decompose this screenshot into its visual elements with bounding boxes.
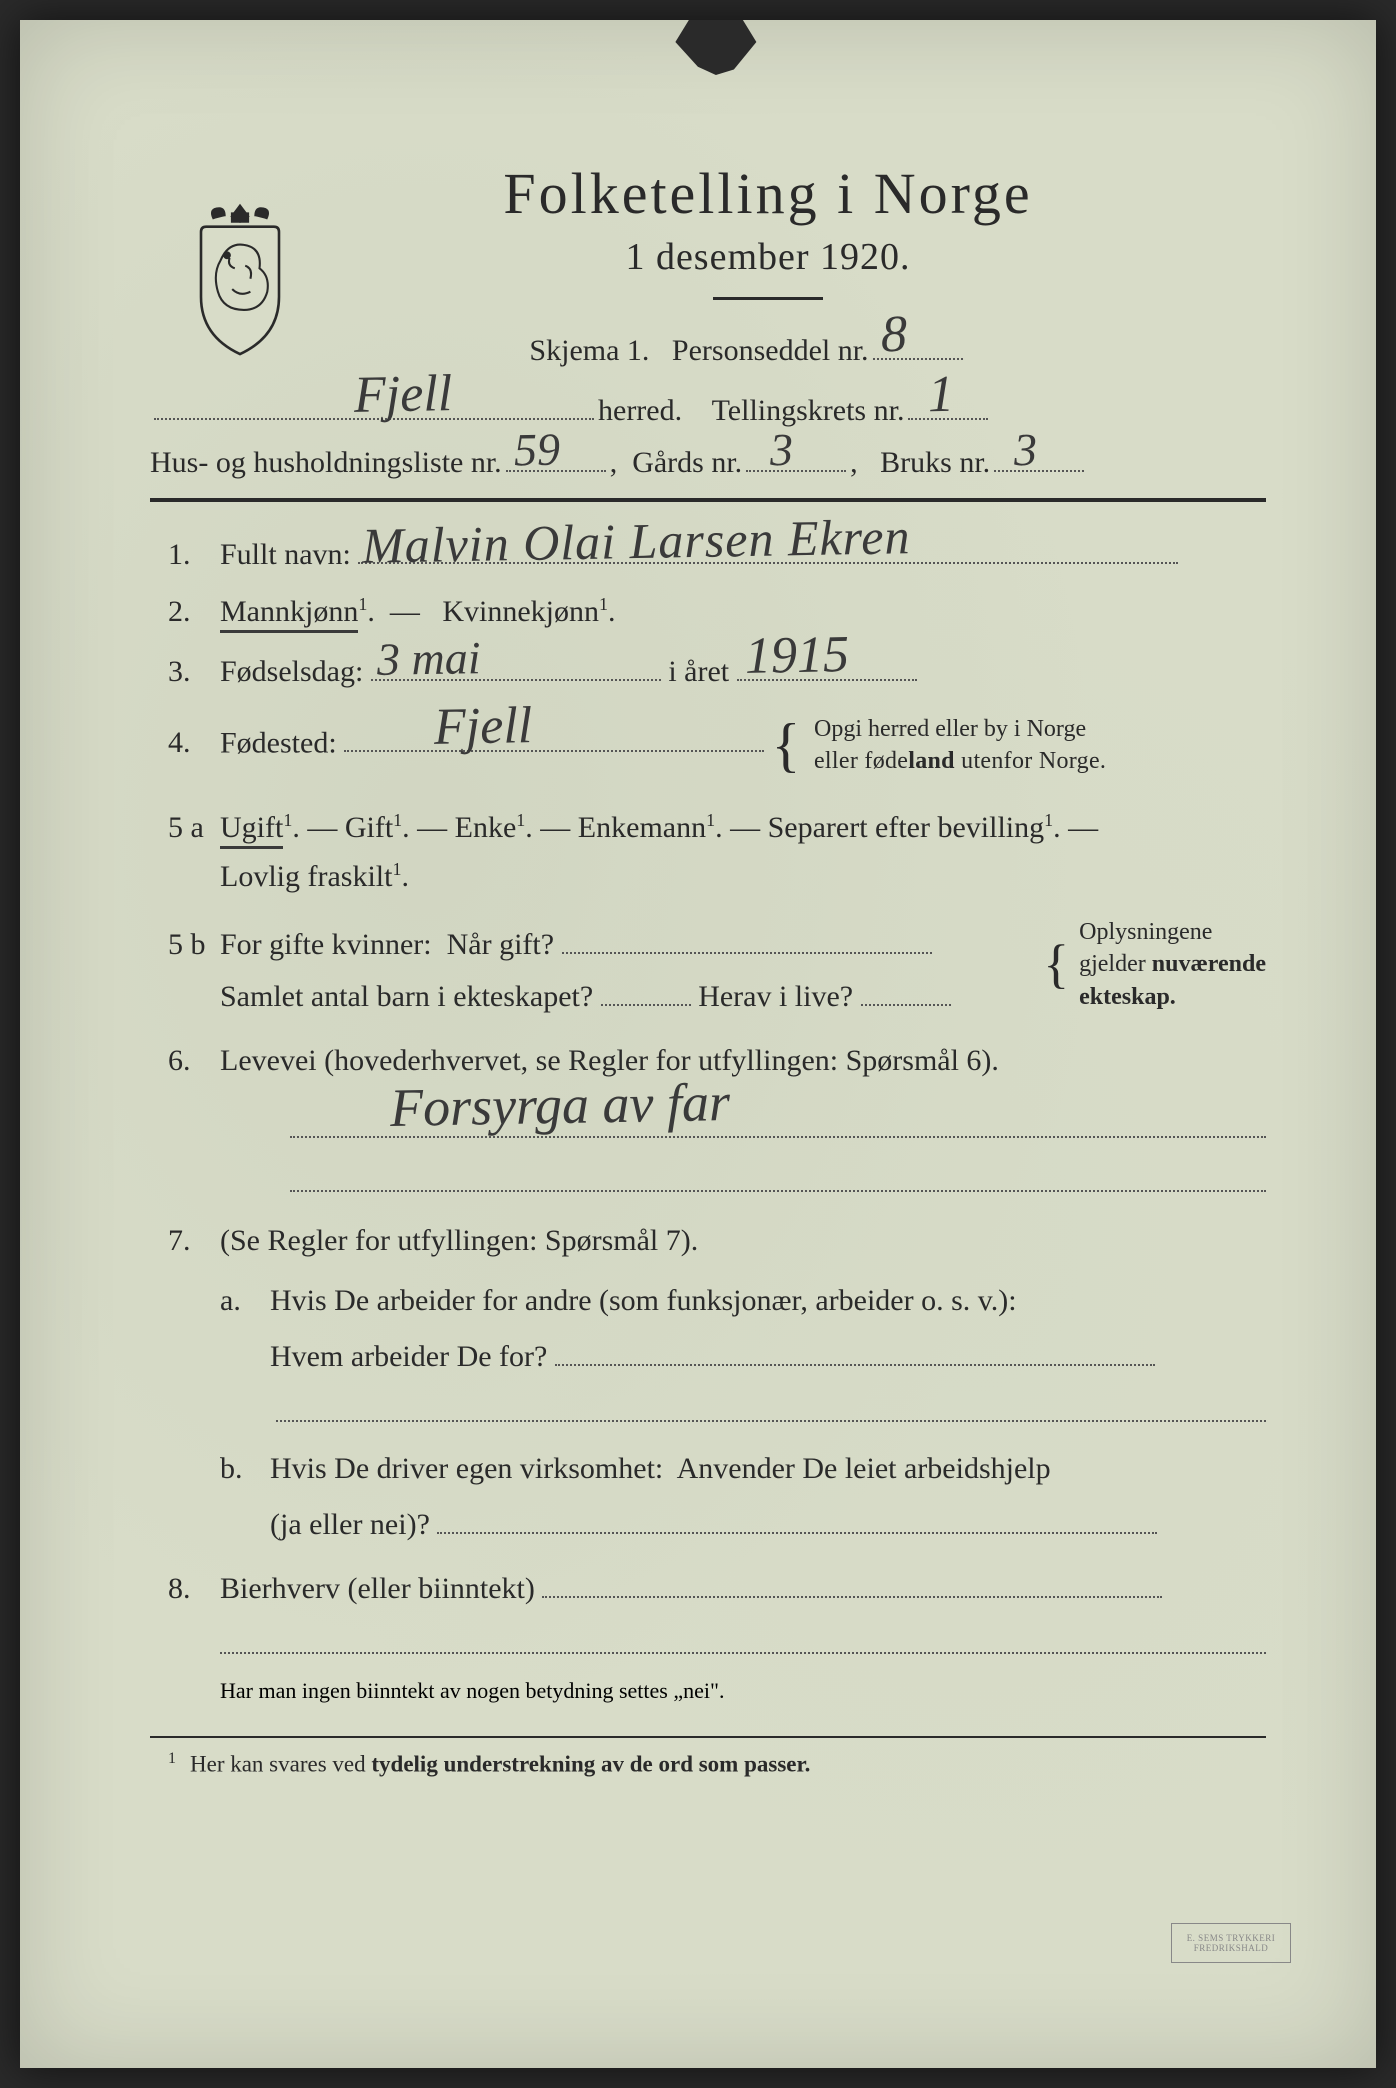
bottom-note: Har man ingen biinntekt av nogen betydni…	[220, 1678, 1266, 1704]
q5a-row: 5 a Ugift1. — Gift1. — Enke1. — Enkemann…	[150, 810, 1266, 845]
q7a-row2: Hvem arbeider De for?	[150, 1336, 1266, 1374]
q5a-row2: Lovlig fraskilt1.	[150, 859, 1266, 894]
q3-year-value: 1915	[744, 625, 849, 686]
bruks-label: , Bruks nr.	[850, 446, 990, 480]
footnote-text: 1Her kan svares ved tydelig understrekni…	[168, 1750, 1266, 1778]
q5a-enke: Enke	[455, 811, 517, 844]
hus-nr-field: 59	[506, 440, 606, 472]
q6-answer-line2	[290, 1152, 1266, 1192]
q3-year-field: 1915	[737, 651, 917, 681]
personseddel-nr-value: 8	[880, 305, 907, 364]
q6-answer-line: Forsyrga av far	[290, 1084, 1266, 1138]
q5b-gift-field	[562, 924, 932, 954]
q8-field	[542, 1568, 1162, 1598]
herred-field: Fjell	[154, 388, 594, 420]
q3-row: 3. Fødselsdag: 3 mai i året 1915	[150, 651, 1266, 689]
q8-label: Bierhverv (eller biinntekt)	[220, 1572, 535, 1605]
q6-value: Forsyrga av far	[389, 1071, 730, 1139]
q7b-letter: b.	[220, 1452, 270, 1486]
q7-num: 7.	[150, 1224, 220, 1258]
q7a-text2: Hvem arbeider De for?	[270, 1340, 547, 1373]
q5b-line2b: Herav i live?	[698, 980, 853, 1013]
q4-label: Fødested:	[220, 726, 337, 759]
q8-row: 8. Bierhverv (eller biinntekt)	[150, 1568, 1266, 1606]
q3-label: Fødselsdag:	[220, 655, 363, 688]
q4-brace-icon: {	[772, 711, 801, 780]
q1-row: 1. Fullt navn: Malvin Olai Larsen Ekren	[150, 534, 1266, 572]
q5b-live-field	[861, 976, 951, 1006]
q6-num: 6.	[150, 1044, 220, 1078]
personseddel-nr-field: 8	[873, 328, 963, 360]
section-rule	[150, 498, 1266, 502]
printer-stamp: E. SEMS TRYKKERI FREDRIKSHALD	[1171, 1923, 1291, 1963]
q6-label: Levevei (hovederhvervet, se Regler for u…	[220, 1044, 999, 1077]
q7a-letter: a.	[220, 1284, 270, 1318]
q1-label: Fullt navn:	[220, 538, 351, 571]
q5b-barn-field	[601, 976, 691, 1006]
herred-line: Fjell herred. Tellingskrets nr. 1	[150, 388, 1266, 428]
q7b-row2: (ja eller nei)?	[150, 1504, 1266, 1542]
form-title: Folketelling i Norge	[270, 160, 1266, 227]
q5a-enkemann: Enkemann	[578, 811, 706, 844]
q7-label: (Se Regler for utfyllingen: Spørsmål 7).	[220, 1224, 698, 1257]
q5a-ugift: Ugift	[220, 811, 283, 849]
herred-value: Fjell	[353, 364, 452, 425]
q3-num: 3.	[150, 655, 220, 689]
gards-label: , Gårds nr.	[610, 446, 742, 480]
q7b-field	[437, 1504, 1157, 1534]
q7a-text1: Hvis De arbeider for andre (som funksjon…	[270, 1284, 1017, 1317]
hus-line: Hus- og husholdningsliste nr. 59 , Gårds…	[150, 440, 1266, 480]
gards-nr-value: 3	[770, 423, 794, 476]
q4-row: 4. Fødested: Fjell { Opgi herred eller b…	[150, 711, 1266, 780]
hus-prefix: Hus- og husholdningsliste nr.	[150, 446, 502, 480]
q1-field: Malvin Olai Larsen Ekren	[358, 534, 1178, 564]
skjema-line: Skjema 1. Personseddel nr. 8	[230, 328, 1266, 368]
header-divider	[713, 297, 823, 300]
q2-kvinne: Kvinnekjønn	[442, 595, 599, 628]
q5b-line2a: Samlet antal barn i ekteskapet?	[220, 980, 593, 1013]
gards-nr-field: 3	[746, 440, 846, 472]
q5a-separert: Separert efter bevilling	[768, 811, 1045, 844]
q7b-text1: Hvis De driver egen virksomhet: Anvender…	[270, 1452, 1051, 1485]
skjema-label: Skjema 1. Personseddel nr.	[529, 334, 868, 368]
footnote-section: 1Her kan svares ved tydelig understrekni…	[150, 1736, 1266, 1778]
q7a-field	[555, 1336, 1155, 1366]
q7b-text2: (ja eller nei)?	[270, 1508, 430, 1541]
q5b-row1: 5 b For gifte kvinner: Når gift? { Oplys…	[150, 924, 1266, 962]
q1-num: 1.	[150, 538, 220, 572]
herred-label: herred. Tellingskrets nr.	[598, 394, 904, 428]
q4-value: Fjell	[434, 697, 533, 758]
q5b-num: 5 b	[150, 928, 220, 962]
q7b-row1: b. Hvis De driver egen virksomhet: Anven…	[150, 1452, 1266, 1486]
hus-nr-value: 59	[513, 423, 560, 477]
bruks-nr-field: 3	[994, 440, 1084, 472]
form-header: Folketelling i Norge 1 desember 1920.	[270, 160, 1266, 300]
q2-mann: Mannkjønn	[220, 595, 358, 633]
q2-row: 2. Mannkjønn1. — Kvinnekjønn1.	[150, 594, 1266, 629]
q5a-lovlig: Lovlig fraskilt	[220, 860, 392, 893]
census-form-document: Folketelling i Norge 1 desember 1920. Sk…	[20, 20, 1376, 2068]
q5b-row2: Samlet antal barn i ekteskapet? Herav i …	[150, 976, 1266, 1014]
q7-row: 7. (Se Regler for utfyllingen: Spørsmål …	[150, 1224, 1266, 1258]
tellingskrets-value: 1	[928, 365, 955, 424]
q8-answer-line	[220, 1616, 1266, 1654]
q1-value: Malvin Olai Larsen Ekren	[362, 507, 911, 575]
q5a-num: 5 a	[150, 811, 220, 845]
q3-day-field: 3 mai	[371, 651, 661, 681]
q4-field: Fjell	[344, 722, 764, 752]
q3-day-value: 3 mai	[376, 631, 480, 686]
q7a-row1: a. Hvis De arbeider for andre (som funks…	[150, 1284, 1266, 1318]
tellingskrets-field: 1	[908, 388, 988, 420]
form-date: 1 desember 1920.	[270, 235, 1266, 279]
q7a-answer-line	[276, 1384, 1266, 1422]
q5b-line1: For gifte kvinner: Når gift?	[220, 928, 554, 961]
q3-mid: i året	[668, 655, 729, 688]
q8-num: 8.	[150, 1572, 220, 1606]
q4-num: 4.	[150, 726, 220, 760]
q5a-gift: Gift	[345, 811, 393, 844]
paper-tear	[671, 20, 761, 75]
q4-note: Opgi herred eller by i Norge eller fødel…	[814, 714, 1106, 776]
bruks-nr-value: 3	[1014, 423, 1038, 476]
q2-num: 2.	[150, 595, 220, 629]
